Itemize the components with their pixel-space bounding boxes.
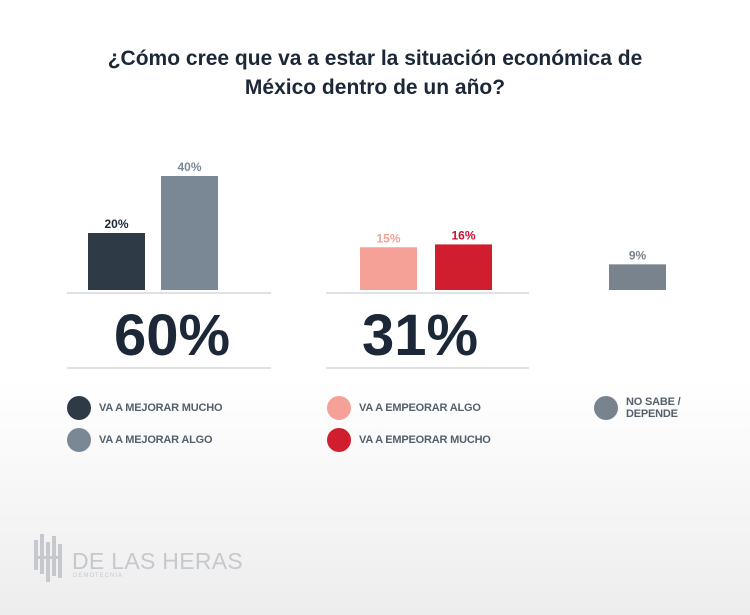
bar-va-a-empeorar-mucho — [435, 244, 492, 290]
bar-label-va-a-empeorar-algo: 15% — [376, 231, 400, 245]
legend-label: VA A EMPEORAR MUCHO — [359, 434, 491, 446]
bar-label-no-sabe-depende: 9% — [629, 248, 647, 262]
bar-no-sabe-depende — [609, 264, 666, 290]
bar-va-a-empeorar-algo — [360, 247, 417, 290]
logo-name: DE LAS HERAS — [72, 548, 244, 574]
title-line-2: México dentro de un año? — [244, 76, 506, 99]
legend-label: VA A MEJORAR MUCHO — [99, 402, 223, 414]
legend-label-line-1: NO SABE / — [626, 396, 681, 408]
legend-dot — [67, 396, 91, 420]
bar-label-va-a-mejorar-mucho: 20% — [104, 217, 128, 231]
title-line-1: ¿Cómo cree que va a estar la situación e… — [107, 47, 643, 70]
bar-va-a-mejorar-mucho — [88, 233, 145, 290]
logo: DE LAS HERAS DEMOTECNIA — [32, 532, 243, 584]
legend-item-no-sabe: NO SABE / DEPENDE — [594, 396, 681, 420]
building-bars-icon — [34, 534, 62, 582]
bar-label-va-a-mejorar-algo: 40% — [177, 160, 201, 174]
legend-item-mejorar-mucho: VA A MEJORAR MUCHO — [67, 396, 223, 420]
chart-title: ¿Cómo cree que va a estar la situación e… — [75, 44, 675, 102]
legend-dot — [67, 428, 91, 452]
legend-label: NO SABE / DEPENDE — [626, 396, 681, 420]
total-empeorar: 31% — [362, 303, 478, 368]
legend-item-empeorar-algo: VA A EMPEORAR ALGO — [327, 396, 481, 420]
legend-dot — [327, 396, 351, 420]
total-mejorar: 60% — [114, 303, 230, 368]
legend-item-mejorar-algo: VA A MEJORAR ALGO — [67, 428, 213, 452]
legend-dot — [594, 396, 618, 420]
legend-label: VA A MEJORAR ALGO — [99, 434, 213, 446]
logo-subtitle: DEMOTECNIA — [73, 573, 124, 579]
legend-label: VA A EMPEORAR ALGO — [359, 402, 481, 414]
legend-item-empeorar-mucho: VA A EMPEORAR MUCHO — [327, 428, 491, 452]
bar-va-a-mejorar-algo — [161, 176, 218, 290]
legend-dot — [327, 428, 351, 452]
bar-label-va-a-empeorar-mucho: 16% — [451, 228, 475, 242]
legend-label-line-2: DEPENDE — [626, 408, 678, 420]
